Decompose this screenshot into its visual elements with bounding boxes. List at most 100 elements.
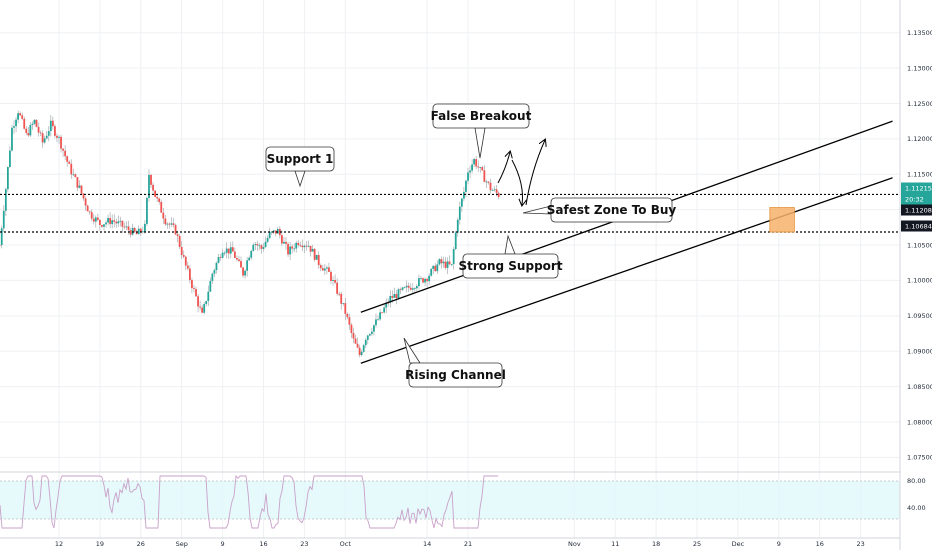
candle-body <box>307 245 310 247</box>
candle-body <box>319 265 322 269</box>
price-tick-label: 1.09000 <box>907 348 932 356</box>
candle-body <box>293 248 296 250</box>
price-tag-label: 1.10684 <box>905 222 932 230</box>
callout-support-1: Support 1 <box>265 146 335 188</box>
candle-body <box>109 217 112 225</box>
time-tick-label: Nov <box>568 540 581 548</box>
price-tag-label: 1.11215 <box>905 184 932 192</box>
candle-body <box>158 198 161 203</box>
candle-body <box>420 278 422 279</box>
candle-body <box>393 294 396 298</box>
callout-strong-support: Strong Support <box>458 234 563 279</box>
candle-body <box>456 219 459 233</box>
time-tick-label: Oct <box>340 540 352 548</box>
candle-body <box>191 280 193 289</box>
projection-arrows <box>497 140 545 205</box>
candle-body <box>13 126 15 128</box>
candle-body <box>362 345 365 352</box>
candle-body <box>4 189 7 211</box>
candle-body <box>428 275 431 282</box>
candle-body <box>19 113 22 116</box>
candle-body <box>436 264 439 272</box>
candle-body <box>207 291 210 302</box>
candle-body <box>115 221 118 224</box>
candle-body <box>340 293 343 304</box>
candle-body <box>458 206 461 220</box>
candle-body <box>27 133 30 136</box>
candle-body <box>125 226 128 228</box>
candle-body <box>332 280 334 281</box>
candle-body <box>305 245 308 247</box>
time-tick-label: Sep <box>176 540 188 548</box>
candle-body <box>281 235 283 244</box>
candle-body <box>244 270 246 276</box>
callout-text: Safest Zone To Buy <box>547 203 677 217</box>
candle-body <box>268 232 271 238</box>
time-axis[interactable]: 12 19 26 Sep 9 16 23 Oct 14 21 Nov 11 18 25 Dec 9 16 23 <box>0 537 900 548</box>
candle-body <box>172 223 175 225</box>
callout-box-fill <box>267 148 333 170</box>
time-tick-label: 21 <box>464 540 472 548</box>
time-tick-label: 19 <box>96 540 104 548</box>
candle-body <box>313 248 316 260</box>
candle-body <box>283 241 285 244</box>
price-tick-label: 1.13500 <box>907 29 932 37</box>
callout-text: Support 1 <box>267 152 334 166</box>
candle-body <box>422 278 424 283</box>
candle-body <box>146 197 148 224</box>
candle-body <box>11 127 13 151</box>
candle-body <box>90 212 93 219</box>
candle-body <box>184 256 187 266</box>
price-axis[interactable]: 1.135001.130001.125001.120001.115001.110… <box>899 0 932 550</box>
candle-body <box>491 190 494 191</box>
candle-body <box>0 228 3 246</box>
candle-body <box>360 351 363 356</box>
candle-body <box>258 245 261 247</box>
candle-body <box>395 294 398 299</box>
price-tag-bg <box>901 204 932 216</box>
candle-body <box>430 268 433 276</box>
candle-body <box>311 248 314 252</box>
candle-body <box>250 250 253 258</box>
time-tick-label: 18 <box>652 540 660 548</box>
candle-body <box>103 224 105 227</box>
candle-body <box>467 172 469 181</box>
candle-body <box>96 217 99 220</box>
candle-body <box>381 312 384 314</box>
candle-body <box>60 136 62 149</box>
candle-body <box>383 307 386 313</box>
candle-body <box>266 237 269 242</box>
candle-body <box>497 192 500 198</box>
price-tag-label: 20:32 <box>905 195 924 203</box>
candle-body <box>119 220 122 222</box>
candle-body <box>434 265 437 272</box>
candle-body <box>358 347 361 356</box>
candle-body <box>270 231 273 233</box>
candle-body <box>168 223 171 225</box>
candle-body <box>156 196 159 199</box>
price-tag-bg <box>901 220 932 232</box>
candle-body <box>88 211 91 213</box>
candle-body <box>469 170 471 173</box>
candle-body <box>15 119 17 127</box>
price-tick-label: 1.10000 <box>907 277 932 285</box>
candle-body <box>481 167 484 171</box>
rsi-panel <box>0 471 900 529</box>
candle-body <box>43 138 46 143</box>
candle-body <box>334 280 336 283</box>
candle-body <box>80 185 83 194</box>
candle-body <box>454 232 457 250</box>
candle-body <box>101 224 103 227</box>
candle-body <box>389 295 392 303</box>
candle-body <box>364 339 367 346</box>
candle-body <box>176 234 179 237</box>
candle-body <box>45 135 48 139</box>
callout-box-fill <box>410 364 501 386</box>
candle-body <box>219 257 222 258</box>
candle-body <box>485 181 488 183</box>
candle-body <box>160 202 163 213</box>
candle-body <box>323 268 326 271</box>
candle-body <box>285 241 287 244</box>
candle-body <box>272 230 275 232</box>
